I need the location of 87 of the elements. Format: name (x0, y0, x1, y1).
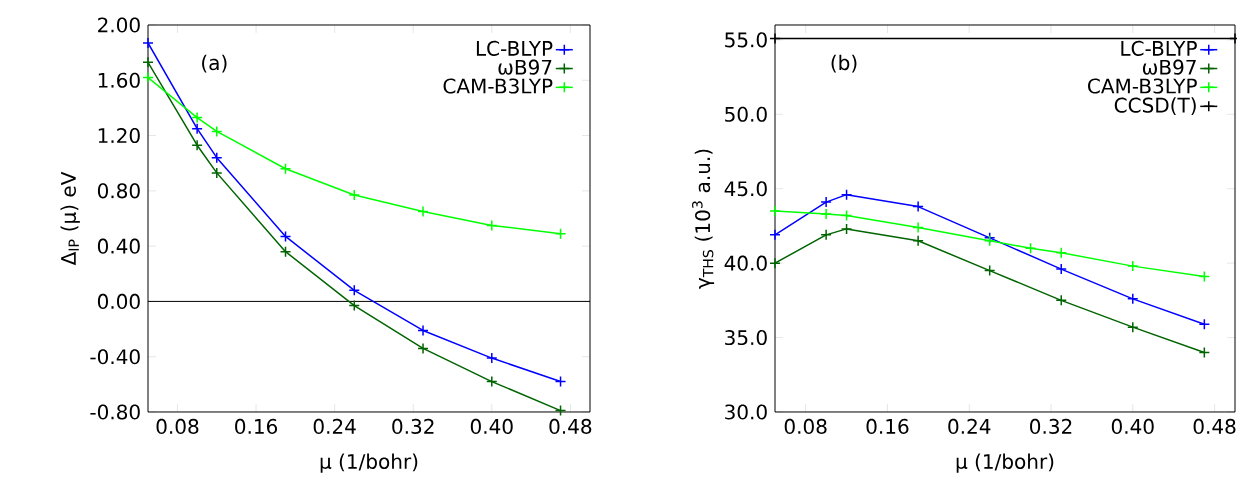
point (1127, 321, 1139, 333)
legend-label: LC-BLYP (476, 40, 553, 56)
x-axis-title: μ (1/bohr) (320, 453, 418, 473)
y-tick-label: 50.0 (725, 106, 767, 122)
point (417, 205, 429, 218)
y-axis-title: Δ$_{IP}$ (μ) eV (60, 171, 80, 266)
point (211, 125, 223, 138)
y-tick-label: 40.0 (724, 255, 767, 271)
point (983, 264, 996, 277)
point (769, 205, 781, 217)
y-axis-title: γ$_{THS}$ (10$^{3}$ a.u.) (692, 149, 715, 289)
point (840, 223, 853, 235)
point (348, 284, 361, 297)
point (1055, 263, 1067, 275)
x-tick-label: 0.48 (549, 418, 592, 434)
point (769, 32, 781, 45)
point (191, 122, 203, 135)
point (211, 167, 223, 179)
x-tick-label: 0.24 (948, 418, 991, 434)
y-tick-label: 30.0 (725, 404, 767, 420)
x-tick-label: 0.48 (1193, 418, 1236, 434)
y-tick-label: 0.00 (97, 293, 140, 309)
point (912, 235, 924, 247)
point (912, 200, 924, 213)
legend-label: CCSD(T) (1114, 97, 1196, 116)
x-tick-label: 0.08 (156, 418, 199, 434)
x-axis-title: μ (1/bohr) (956, 453, 1054, 473)
point (840, 188, 853, 201)
point (211, 151, 223, 164)
x-tick-label: 0.40 (470, 418, 513, 434)
point (486, 375, 498, 388)
point (1198, 318, 1211, 330)
y-tick-label: -0.80 (90, 404, 140, 420)
annotation: (a) (202, 54, 227, 73)
point (191, 139, 203, 151)
point (279, 162, 292, 175)
point (820, 208, 832, 220)
y-tick-label: 0.40 (97, 238, 140, 254)
point (348, 189, 361, 201)
point (554, 375, 567, 388)
y-tick-label: -0.40 (90, 349, 140, 365)
x-tick-label: 0.16 (866, 418, 909, 434)
point (142, 37, 154, 49)
point (769, 257, 781, 269)
point (191, 111, 203, 124)
x-tick-label: 0.40 (1111, 418, 1154, 434)
legend-label: ωB97 (498, 59, 552, 75)
point (1024, 242, 1037, 254)
x-tick-label: 0.08 (784, 418, 827, 434)
point (486, 219, 498, 232)
point (1055, 246, 1067, 259)
point (1055, 294, 1067, 307)
x-tick-label: 0.24 (313, 418, 356, 434)
point (142, 71, 154, 84)
y-tick-label: 45.0 (724, 181, 767, 197)
point (820, 229, 832, 241)
point (486, 352, 498, 364)
point (417, 342, 429, 355)
x-tick-label: 0.16 (235, 418, 278, 434)
legend-label: LC-BLYP (1121, 40, 1197, 56)
point (820, 196, 832, 208)
point (279, 230, 292, 243)
y-tick-label: 1.20 (98, 128, 140, 144)
legend-label: CAM-B3LYP (443, 78, 553, 94)
point (1198, 346, 1211, 359)
point (1198, 270, 1211, 283)
point (554, 227, 567, 240)
point (142, 56, 154, 69)
point (417, 324, 429, 337)
x-tick-label: 0.32 (392, 418, 434, 434)
annotation: (b) (831, 54, 857, 73)
point (348, 299, 361, 312)
y-tick-label: 0.80 (97, 183, 140, 199)
y-tick-label: 2.00 (98, 17, 140, 33)
x-tick-label: 0.32 (1030, 418, 1072, 434)
point (912, 221, 924, 234)
point (769, 229, 781, 241)
point (1127, 293, 1139, 305)
y-tick-label: 1.60 (98, 72, 140, 88)
point (279, 245, 292, 258)
legend-label: ωB97 (1142, 59, 1196, 75)
point (1127, 260, 1139, 272)
y-tick-label: 35.0 (725, 330, 767, 346)
point (554, 404, 567, 417)
y-tick-label: 55.0 (725, 32, 767, 48)
legend-label: CAM-B3LYP (1088, 78, 1197, 94)
point (840, 209, 853, 222)
